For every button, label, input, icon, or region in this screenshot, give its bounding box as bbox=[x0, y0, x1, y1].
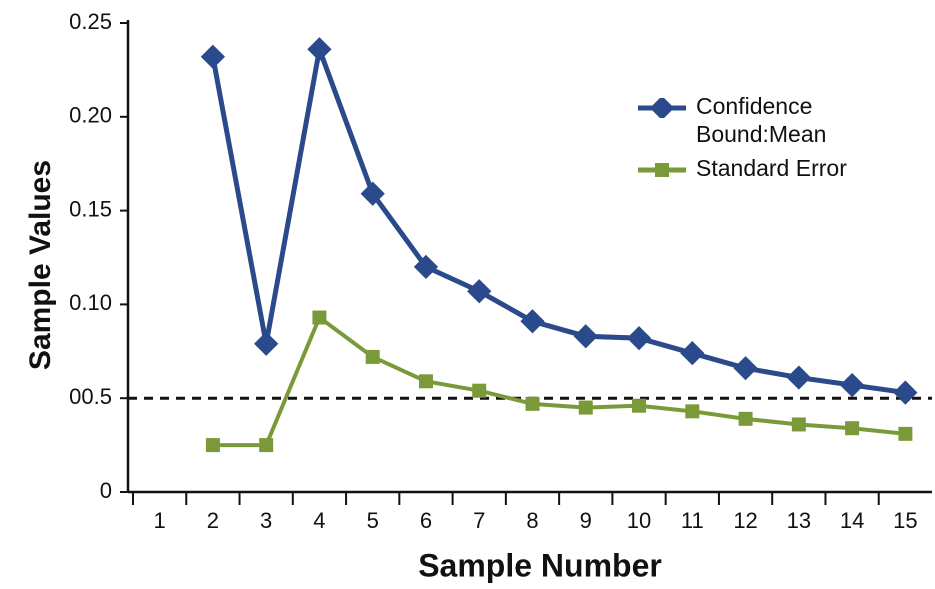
marker bbox=[200, 44, 226, 69]
x-tick-label: 8 bbox=[526, 508, 538, 533]
legend: Confidence Bound:Mean Standard Error bbox=[636, 92, 876, 188]
marker bbox=[413, 254, 439, 280]
marker bbox=[573, 324, 598, 349]
marker bbox=[360, 181, 385, 206]
marker bbox=[680, 341, 705, 366]
marker bbox=[467, 279, 492, 304]
legend-item: Standard Error bbox=[636, 154, 876, 182]
x-tick-label: 6 bbox=[420, 508, 432, 533]
y-tick-label: 0.25 bbox=[69, 9, 112, 34]
legend-icon bbox=[638, 98, 686, 118]
marker bbox=[655, 163, 669, 177]
marker bbox=[839, 372, 865, 398]
marker bbox=[898, 426, 913, 441]
marker bbox=[525, 396, 540, 411]
x-tick-label: 5 bbox=[367, 508, 379, 533]
marker bbox=[791, 417, 806, 432]
x-tick-label: 1 bbox=[154, 508, 166, 533]
marker bbox=[845, 421, 860, 436]
marker bbox=[472, 383, 487, 398]
x-tick-label: 12 bbox=[733, 508, 757, 533]
x-tick-label: 14 bbox=[840, 508, 864, 533]
legend-label: Standard Error bbox=[696, 155, 847, 181]
marker bbox=[786, 365, 811, 390]
legend-item: Confidence Bound:Mean bbox=[636, 92, 876, 148]
x-axis-label: Sample Number bbox=[418, 547, 662, 583]
marker bbox=[418, 374, 433, 389]
x-tick-label: 2 bbox=[207, 508, 219, 533]
x-tick-label: 7 bbox=[473, 508, 485, 533]
y-tick-label: 0 bbox=[100, 478, 112, 503]
marker bbox=[632, 398, 647, 413]
marker bbox=[733, 356, 758, 381]
marker bbox=[205, 438, 220, 453]
y-tick-label: 0.10 bbox=[69, 290, 112, 315]
marker bbox=[365, 349, 380, 364]
marker bbox=[254, 331, 279, 356]
marker bbox=[738, 411, 753, 426]
marker bbox=[649, 98, 675, 118]
x-tick-label: 11 bbox=[681, 508, 704, 533]
x-tick-label: 4 bbox=[313, 508, 325, 533]
y-tick-label: 00.5 bbox=[69, 384, 112, 409]
marker bbox=[578, 400, 593, 415]
series-line bbox=[212, 315, 906, 448]
legend-label: Confidence Bound:Mean bbox=[696, 93, 827, 147]
marker bbox=[259, 438, 274, 453]
x-tick-label: 13 bbox=[787, 508, 811, 533]
marker bbox=[312, 310, 327, 325]
y-axis-label: Sample Values bbox=[24, 160, 57, 370]
marker bbox=[893, 380, 918, 405]
x-tick-label: 9 bbox=[580, 508, 592, 533]
legend-icon bbox=[638, 163, 686, 177]
x-tick-label: 3 bbox=[260, 508, 272, 533]
marker bbox=[626, 326, 652, 351]
marker bbox=[685, 404, 700, 419]
y-tick-label: 0.15 bbox=[69, 196, 112, 221]
marker bbox=[307, 37, 332, 62]
y-tick-label: 0.20 bbox=[69, 103, 112, 128]
marker bbox=[520, 309, 545, 334]
x-tick-label: 15 bbox=[893, 508, 917, 533]
x-tick-label: 10 bbox=[627, 508, 651, 533]
